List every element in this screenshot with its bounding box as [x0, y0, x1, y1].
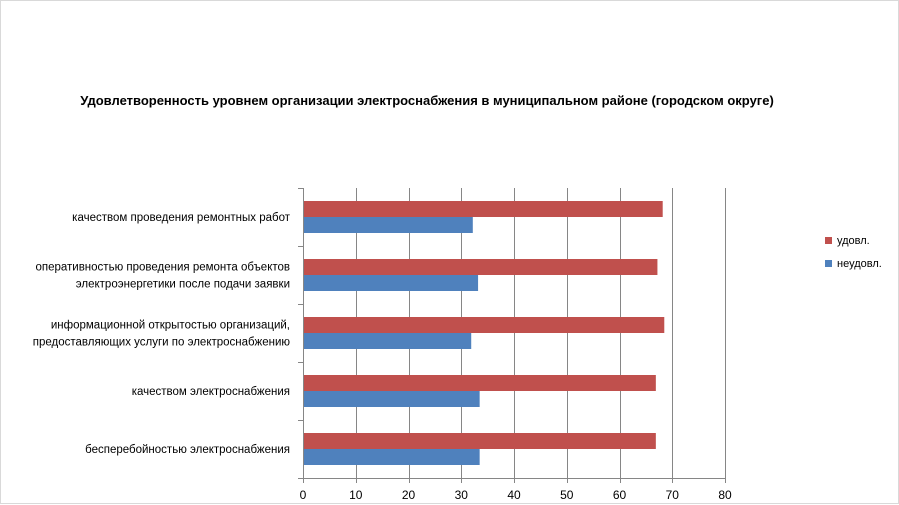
bar-neudovl [304, 275, 479, 291]
x-tick-label: 40 [507, 488, 521, 502]
x-tick-label: 0 [300, 488, 307, 502]
x-tick-label: 30 [455, 488, 469, 502]
legend-swatch [825, 260, 832, 267]
legend-label: неудовл. [837, 258, 882, 270]
bar-neudovl [304, 333, 472, 349]
bar-udovl [304, 433, 656, 449]
bar-neudovl [304, 391, 480, 407]
x-tick-labels: 0 10 20 30 40 50 60 70 80 [300, 488, 732, 502]
chart-title: Удовлетворенность уровнем организации эл… [80, 93, 774, 108]
legend-swatch [825, 237, 832, 244]
category-label: электроэнергетики после подачи заявки [76, 279, 290, 291]
bars [304, 201, 665, 465]
legend-label: удовл. [837, 235, 870, 247]
category-label: бесперебойностью электроснабжения [85, 444, 290, 456]
x-tick-label: 20 [402, 488, 416, 502]
axes [298, 188, 726, 483]
x-tick-label: 50 [560, 488, 574, 502]
bar-neudovl [304, 449, 480, 465]
category-label: оперативностью проведения ремонта объект… [35, 262, 290, 274]
category-label: информационной открытостью организаций, [51, 320, 290, 332]
bar-neudovl [304, 217, 473, 233]
x-tick-label: 10 [349, 488, 363, 502]
x-tick-label: 70 [666, 488, 680, 502]
category-label: предоставляющих услуги по электроснабжен… [33, 337, 291, 349]
category-label: качеством электроснабжения [132, 386, 290, 398]
legend: удовл. неудовл. [825, 235, 882, 270]
bar-udovl [304, 259, 658, 275]
bar-udovl [304, 375, 656, 391]
x-tick-label: 80 [718, 488, 732, 502]
bar-udovl [304, 317, 665, 333]
bar-udovl [304, 201, 663, 217]
category-labels: качеством проведения ремонтных работ опер… [33, 212, 291, 456]
category-label: качеством проведения ремонтных работ [72, 212, 291, 224]
x-tick-label: 60 [613, 488, 627, 502]
